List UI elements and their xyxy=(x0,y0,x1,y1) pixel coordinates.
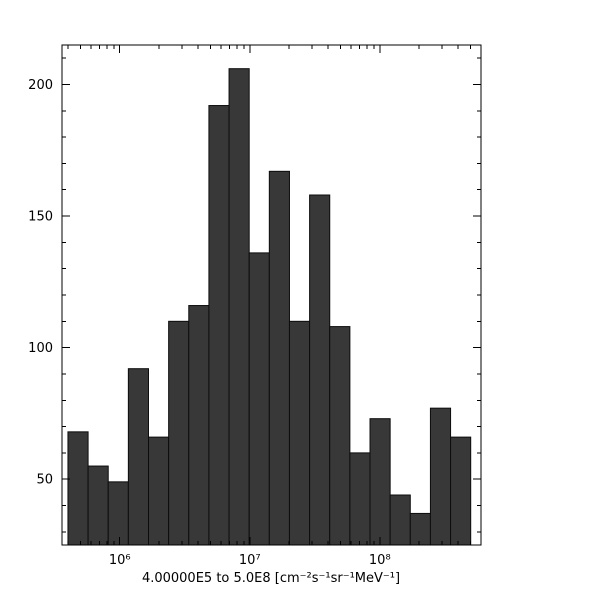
histogram-bar xyxy=(429,407,452,546)
y-tick-label: 150 xyxy=(28,210,53,225)
y-tick-label: 200 xyxy=(28,78,53,93)
y-tick-label: 50 xyxy=(36,473,53,488)
histogram-bar xyxy=(127,368,149,546)
x-tick-label: 10⁶ xyxy=(109,553,131,568)
histogram-bar xyxy=(87,465,109,546)
histogram-bar xyxy=(329,326,351,546)
histogram-bar xyxy=(309,194,331,546)
histogram-bar xyxy=(349,452,371,546)
tick-labels: 10⁶ 10⁷ 10⁸ 50 100 150 200 xyxy=(28,78,391,568)
axis-ticks xyxy=(62,45,481,545)
histogram-bar xyxy=(168,320,190,546)
histogram-bar xyxy=(228,68,250,546)
x-tick-label: 10⁷ xyxy=(239,553,261,568)
histogram-bar xyxy=(248,252,270,546)
histogram-bar xyxy=(409,512,431,546)
x-axis-label: 4.00000E5 to 5.0E8 [cm⁻²s⁻¹sr⁻¹MeV⁻¹] xyxy=(142,571,400,586)
histogram-bar xyxy=(148,436,170,546)
histogram-bars xyxy=(67,68,472,546)
histogram-bar xyxy=(107,481,129,546)
histogram-bar xyxy=(288,320,311,546)
histogram-bar xyxy=(208,105,230,546)
histogram-bar xyxy=(67,431,89,546)
x-tick-label: 10⁸ xyxy=(369,553,391,568)
histogram-bar xyxy=(188,305,210,546)
y-tick-label: 100 xyxy=(28,341,53,356)
histogram-bar xyxy=(268,170,290,546)
histogram-bar xyxy=(369,418,391,546)
histogram-bar xyxy=(389,494,411,546)
histogram-bar xyxy=(450,436,472,546)
